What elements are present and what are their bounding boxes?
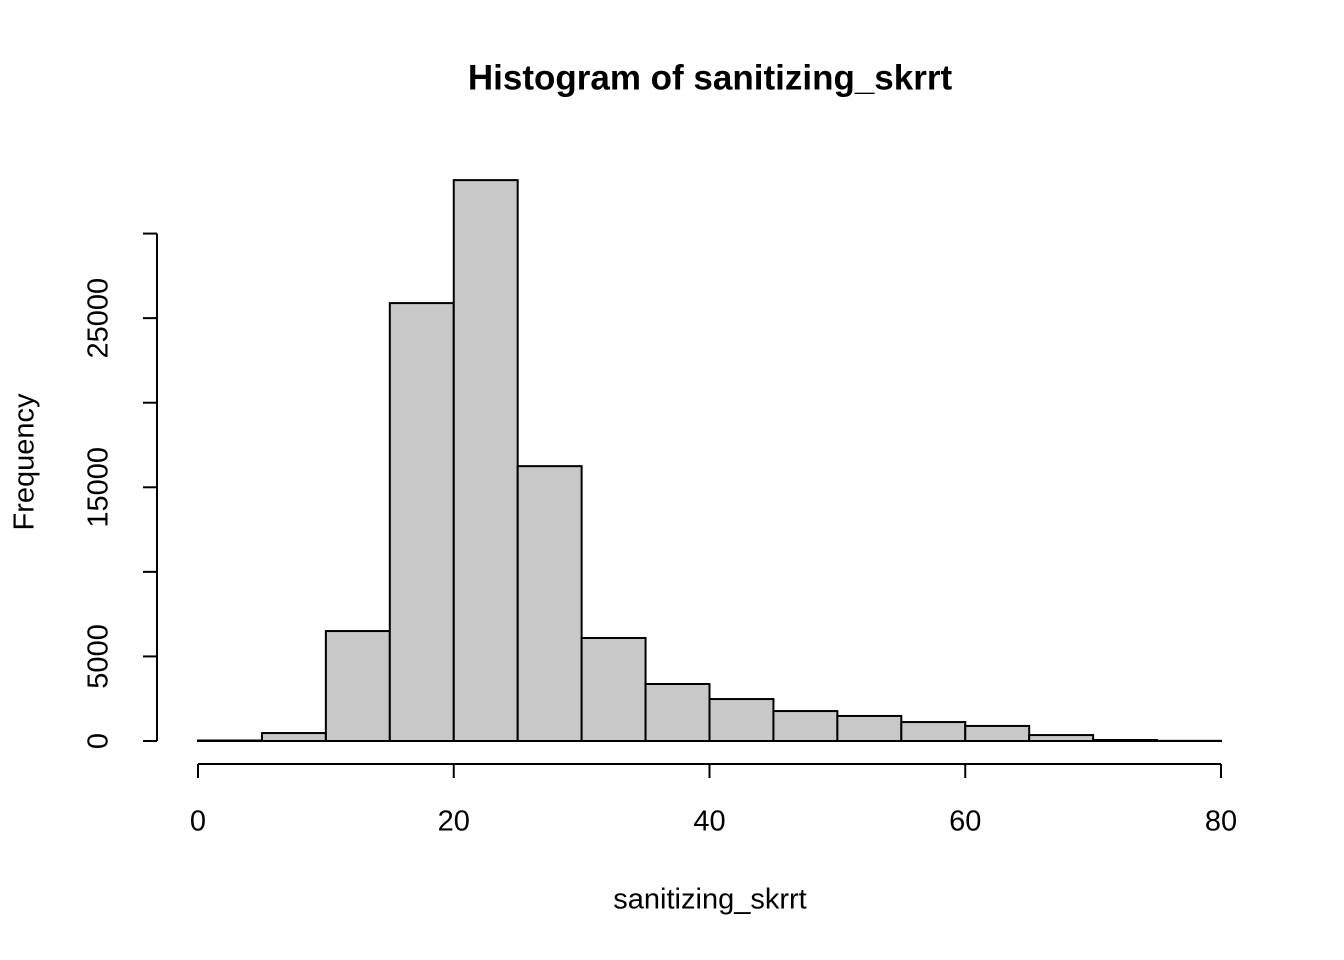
bar: [900, 721, 967, 743]
y-tick-label: 5000: [83, 624, 115, 689]
bar: [388, 302, 455, 742]
y-tick-label: 25000: [83, 278, 115, 359]
bar: [708, 698, 775, 742]
x-tick-label: 60: [949, 806, 981, 838]
bar: [1028, 734, 1095, 743]
x-axis-label: sanitizing_skrrt: [613, 884, 806, 916]
bar: [324, 630, 391, 742]
y-axis-label: Frequency: [9, 393, 41, 531]
bar: [1092, 738, 1159, 743]
bar: [260, 732, 327, 743]
bar: [452, 179, 519, 742]
x-tick-label: 0: [190, 806, 206, 838]
bar: [836, 714, 903, 742]
y-tick-label: 15000: [83, 447, 115, 528]
chart-title: Histogram of sanitizing_skrrt: [468, 58, 953, 97]
y-tick-label: 0: [83, 733, 115, 749]
x-tick-label: 40: [693, 806, 725, 838]
x-tick-label: 80: [1205, 806, 1237, 838]
bar: [516, 465, 583, 742]
bar: [580, 636, 647, 743]
bar: [197, 739, 263, 742]
x-tick-label: 20: [438, 806, 470, 838]
bar: [772, 710, 839, 742]
bar: [644, 682, 711, 742]
bar: [964, 724, 1031, 743]
